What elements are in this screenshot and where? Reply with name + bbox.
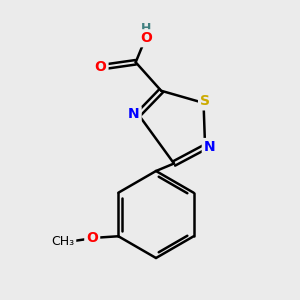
Text: O: O (140, 31, 152, 45)
Text: O: O (94, 60, 106, 74)
Text: S: S (200, 94, 210, 108)
Text: H: H (141, 22, 152, 35)
Text: O: O (86, 231, 98, 245)
Text: CH₃: CH₃ (51, 235, 74, 248)
Text: N: N (128, 107, 140, 122)
Text: N: N (204, 140, 215, 154)
